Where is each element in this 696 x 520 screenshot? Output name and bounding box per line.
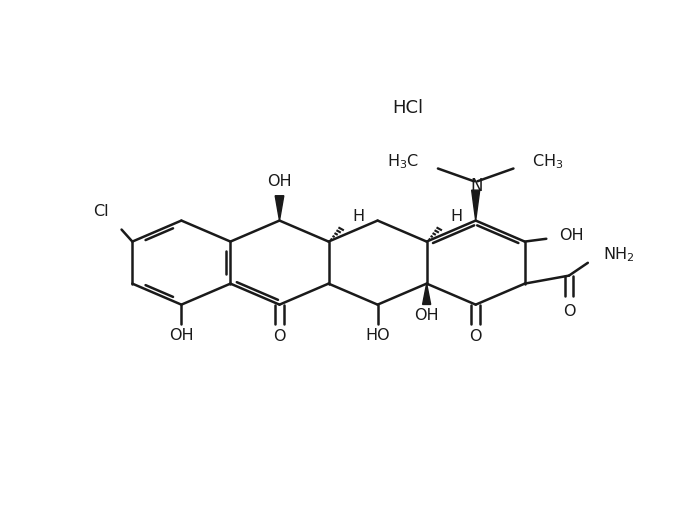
Text: HCl: HCl	[393, 99, 423, 118]
Text: HO: HO	[365, 328, 390, 343]
Text: H: H	[450, 209, 463, 224]
Text: OH: OH	[267, 174, 292, 189]
Text: OH: OH	[560, 228, 584, 243]
Polygon shape	[472, 190, 480, 220]
Polygon shape	[275, 196, 284, 220]
Text: CH$_3$: CH$_3$	[532, 152, 564, 171]
Text: OH: OH	[169, 328, 193, 343]
Polygon shape	[422, 283, 431, 304]
Text: O: O	[274, 329, 286, 344]
Text: N: N	[470, 177, 483, 195]
Text: OH: OH	[414, 308, 439, 323]
Text: O: O	[469, 329, 482, 344]
Text: H$_3$C: H$_3$C	[387, 152, 419, 171]
Text: NH$_2$: NH$_2$	[603, 245, 635, 264]
Text: O: O	[563, 304, 575, 319]
Text: H: H	[352, 209, 365, 224]
Text: Cl: Cl	[93, 204, 109, 219]
